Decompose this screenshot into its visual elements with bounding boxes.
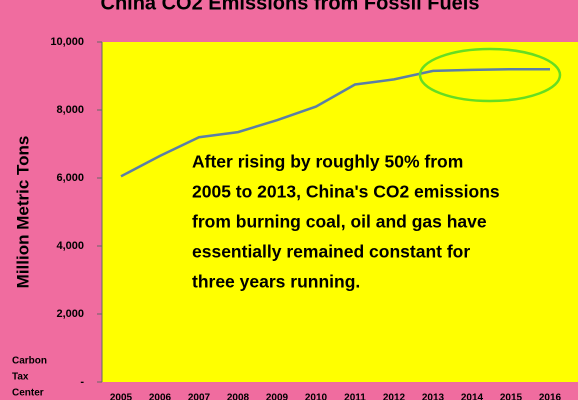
y-tick-label: 2,000	[56, 308, 84, 320]
x-tick-label: 2015	[500, 393, 523, 400]
x-tick-label: 2008	[227, 393, 250, 400]
y-tick-label: 4,000	[56, 240, 84, 252]
data-line	[120, 67, 550, 178]
y-tick-label: -	[80, 376, 84, 388]
highlight-ellipse	[418, 47, 562, 103]
source-line: Center	[12, 388, 44, 399]
plot-area	[102, 42, 578, 382]
x-tick-label: 2016	[539, 393, 562, 400]
x-tick-label: 2007	[188, 393, 211, 400]
annotation-line: 2005 to 2013, China's CO2 emissions	[192, 182, 500, 202]
annotation-line: After rising by roughly 50% from	[192, 152, 463, 172]
annotation-line: essentially remained constant for	[192, 242, 470, 262]
y-axis-label: Million Metric Tons	[13, 136, 32, 289]
source-line: Tax	[12, 372, 29, 383]
x-tick-label: 2009	[266, 393, 289, 400]
x-tick-label: 2014	[461, 393, 484, 400]
x-tick-label: 2006	[149, 393, 172, 400]
chart-title: China CO2 Emissions from Fossil Fuels	[101, 0, 480, 14]
annotation-line: three years running.	[192, 272, 360, 292]
x-tick-label: 2012	[383, 393, 406, 400]
x-tick-label: 2013	[422, 393, 445, 400]
x-tick-label: 2005	[110, 393, 133, 400]
y-tick-label: 8,000	[56, 104, 84, 116]
y-tick-label: 6,000	[56, 172, 84, 184]
annotation-line: from burning coal, oil and gas have	[192, 212, 487, 232]
x-tick-label: 2011	[344, 393, 366, 400]
source-line: Carbon	[12, 356, 47, 367]
x-tick-label: 2010	[305, 393, 328, 400]
y-tick-label: 10,000	[50, 36, 84, 48]
